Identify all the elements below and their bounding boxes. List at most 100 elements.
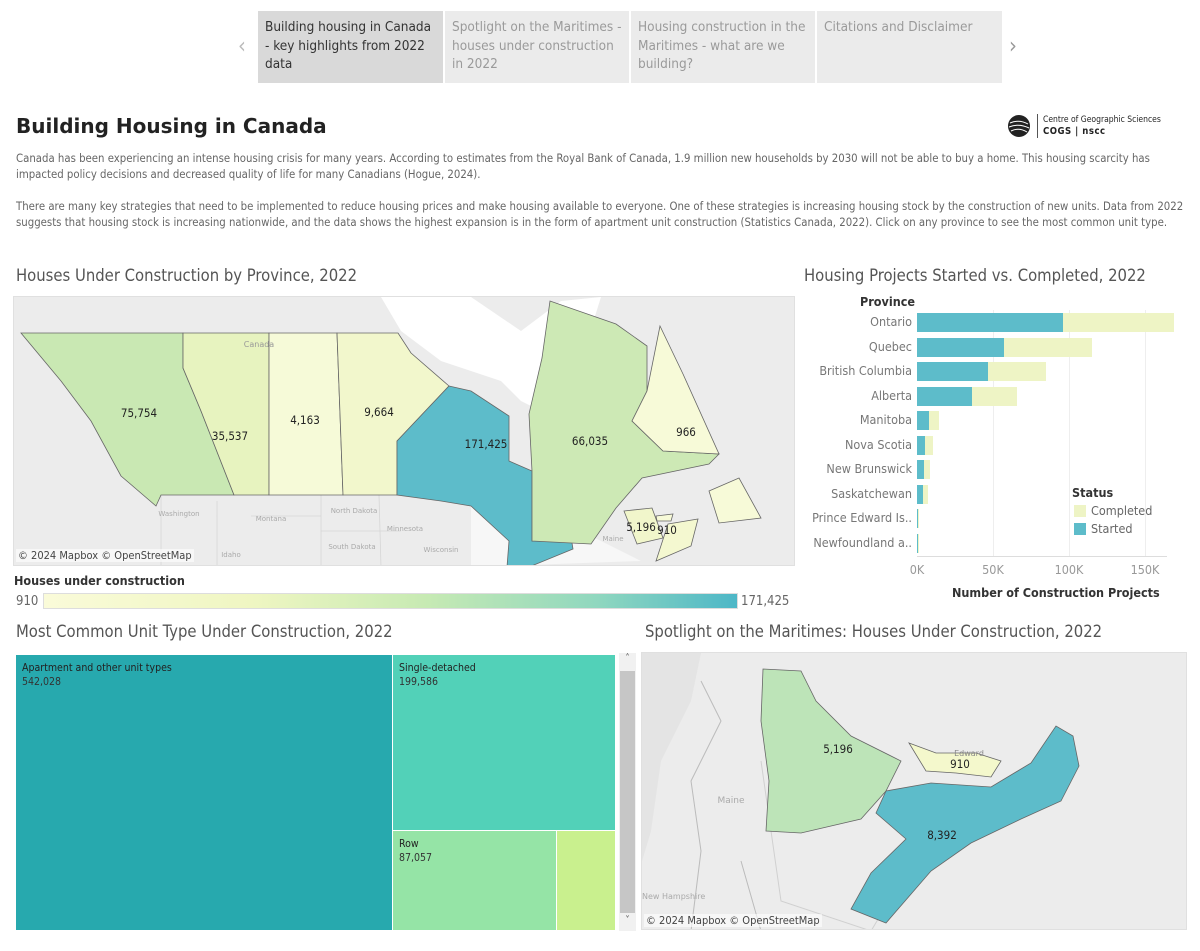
bar-completed[interactable]	[1003, 337, 1092, 357]
bar-started[interactable]	[917, 386, 972, 406]
color-legend-max: 171,425	[741, 594, 790, 609]
bar-started[interactable]	[917, 484, 924, 504]
bar-category-label[interactable]: Quebec	[868, 338, 912, 354]
maritimes-pe[interactable]	[908, 742, 1002, 778]
value-label-mb: 9,664	[364, 405, 394, 419]
bar-category-label[interactable]: Saskatchewan	[831, 485, 912, 501]
province-nl[interactable]	[631, 324, 762, 524]
gridline	[1069, 310, 1070, 556]
bar-chart-title: Housing Projects Started vs. Completed, …	[804, 266, 1146, 285]
map-attribution[interactable]: © 2024 Mapbox © OpenStreetMap	[16, 549, 194, 562]
province-map[interactable]: Washington Montana North Dakota South Da…	[13, 296, 795, 566]
legend-label-completed[interactable]: Completed	[1091, 503, 1153, 518]
bar-started[interactable]	[917, 533, 919, 553]
treemap-scrollbar[interactable]: ˄ ˅	[619, 653, 636, 931]
basemap-label-montana: Montana	[256, 515, 287, 523]
treemap-cell-single-detached[interactable]: Single-detached 199,586	[393, 655, 615, 830]
basemap-label-canada: Canada	[244, 340, 275, 349]
treemap-title: Most Common Unit Type Under Construction…	[16, 622, 393, 641]
province-map-title: Houses Under Construction by Province, 2…	[16, 266, 358, 285]
basemap-label-new-hampshire: New Hampshire	[642, 892, 705, 901]
scrollbar-thumb[interactable]	[620, 671, 635, 913]
x-tick-label: 100K	[1054, 562, 1084, 577]
basemap-label-idaho: Idaho	[221, 551, 241, 559]
bar-completed[interactable]	[971, 386, 1018, 406]
province-pe[interactable]	[655, 513, 674, 522]
value-label-nl: 966	[676, 425, 696, 439]
maritimes-map-title: Spotlight on the Maritimes: Houses Under…	[645, 622, 1103, 641]
bar-completed[interactable]	[988, 362, 1047, 381]
value-label-sk: 4,163	[290, 413, 320, 427]
basemap-label-edward: Edward	[954, 749, 984, 758]
bar-started[interactable]	[917, 509, 919, 528]
province-ns[interactable]	[655, 518, 699, 562]
basemap-label-south-dakota: South Dakota	[328, 543, 375, 551]
legend-label-started[interactable]: Started	[1091, 521, 1133, 536]
treemap-cell-row[interactable]: Row 87,057	[393, 831, 556, 930]
bar-started[interactable]	[917, 313, 1063, 332]
value-label-nb: 5,196	[823, 742, 853, 756]
bar-category-label[interactable]: Prince Edward Is..	[812, 510, 912, 525]
story-tab-2[interactable]: Spotlight on the Maritimes - houses unde…	[445, 11, 629, 83]
bar-category-label[interactable]: Alberta	[871, 387, 912, 403]
maritimes-ns[interactable]	[850, 725, 1080, 924]
treemap-value: 542,028	[22, 676, 62, 688]
value-label-bc: 75,754	[121, 406, 157, 420]
bar-completed[interactable]	[928, 411, 940, 430]
legend-swatch-completed	[1074, 505, 1086, 517]
bar-started[interactable]	[917, 435, 926, 455]
bar-category-label[interactable]: Newfoundland a..	[813, 534, 912, 550]
basemap-label-wisconsin: Wisconsin	[424, 546, 459, 554]
bar-category-label[interactable]: New Brunswick	[826, 461, 912, 476]
maritimes-map[interactable]: Maine New Hampshire Edward 5,196 910 8,3…	[641, 652, 1187, 930]
treemap-label: Row	[399, 838, 419, 850]
x-tick-label: 0K	[909, 562, 925, 577]
value-label-pe: 910	[950, 757, 970, 771]
gridline	[1145, 310, 1146, 556]
treemap-cell-other[interactable]	[557, 831, 615, 930]
map-attribution[interactable]: © 2024 Mapbox © OpenStreetMap	[644, 914, 822, 927]
bar-legend-title: Status	[1072, 485, 1114, 500]
bar-category-label[interactable]: Nova Scotia	[844, 436, 912, 452]
basemap-label-minnesota: Minnesota	[387, 525, 423, 533]
story-tab-1[interactable]: Building housing in Canada - key highlig…	[258, 11, 443, 83]
bar-started[interactable]	[917, 411, 929, 430]
cogs-logo: Centre of Geographic Sciences COGS | nsc…	[1007, 114, 1161, 138]
legend-swatch-started	[1074, 523, 1086, 535]
bar-completed[interactable]	[923, 484, 928, 504]
basemap-label-maine: Maine	[717, 796, 744, 806]
color-legend-min: 910	[16, 594, 39, 609]
bar-completed[interactable]	[923, 460, 931, 479]
treemap-cell-apartment[interactable]: Apartment and other unit types 542,028	[16, 655, 392, 930]
treemap-label: Apartment and other unit types	[22, 662, 172, 674]
bar-category-label[interactable]: Manitoba	[859, 412, 912, 427]
page-title: Building Housing in Canada	[16, 114, 327, 138]
intro-paragraph-1: Canada has been experiencing an intense …	[16, 152, 1150, 182]
bar-started[interactable]	[917, 337, 1004, 357]
x-axis-line	[917, 556, 1167, 557]
scroll-down-icon[interactable]: ˅	[625, 915, 630, 926]
value-label-on: 171,425	[465, 437, 508, 451]
bar-chart-xlabel: Number of Construction Projects	[952, 585, 1160, 600]
basemap-label-maine: Maine	[602, 535, 623, 543]
chevron-left-icon[interactable]: ‹	[238, 34, 246, 59]
story-tab-4[interactable]: Citations and Disclaimer	[817, 11, 1002, 83]
bar-category-label[interactable]: Ontario	[870, 314, 912, 329]
basemap-label-north-dakota: North Dakota	[331, 507, 378, 515]
bar-category-label[interactable]: British Columbia	[819, 363, 912, 378]
treemap-value: 199,586	[399, 676, 439, 688]
basemap-label-washington: Washington	[158, 510, 199, 518]
maritimes-nb[interactable]	[760, 668, 902, 834]
bar-completed[interactable]	[925, 435, 933, 455]
province-on[interactable]	[396, 385, 574, 566]
value-label-ab: 35,537	[212, 429, 248, 443]
bar-completed[interactable]	[1062, 313, 1174, 332]
treemap-label: Single-detached	[399, 662, 476, 674]
bar-started[interactable]	[917, 460, 924, 479]
x-tick-label: 150K	[1130, 562, 1160, 577]
scroll-up-icon[interactable]: ˄	[625, 653, 630, 664]
story-tab-3[interactable]: Housing construction in the Maritimes - …	[631, 11, 815, 83]
chevron-right-icon[interactable]: ›	[1009, 34, 1017, 59]
province-nb[interactable]	[623, 507, 664, 545]
bar-started[interactable]	[917, 362, 989, 381]
